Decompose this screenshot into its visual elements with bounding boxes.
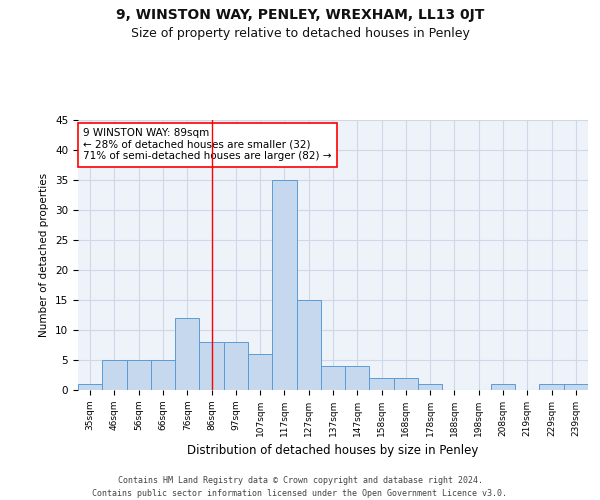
X-axis label: Distribution of detached houses by size in Penley: Distribution of detached houses by size …	[187, 444, 479, 458]
Bar	[175, 318, 199, 390]
Bar	[491, 384, 515, 390]
Text: 9, WINSTON WAY, PENLEY, WREXHAM, LL13 0JT: 9, WINSTON WAY, PENLEY, WREXHAM, LL13 0J…	[116, 8, 484, 22]
Bar	[370, 378, 394, 390]
Bar	[394, 378, 418, 390]
Bar	[151, 360, 175, 390]
Text: 9 WINSTON WAY: 89sqm
← 28% of detached houses are smaller (32)
71% of semi-detac: 9 WINSTON WAY: 89sqm ← 28% of detached h…	[83, 128, 332, 162]
Bar	[564, 384, 588, 390]
Y-axis label: Number of detached properties: Number of detached properties	[40, 173, 49, 337]
Text: Size of property relative to detached houses in Penley: Size of property relative to detached ho…	[131, 28, 469, 40]
Bar	[224, 342, 248, 390]
Bar	[321, 366, 345, 390]
Bar	[199, 342, 224, 390]
Bar	[345, 366, 370, 390]
Bar	[102, 360, 127, 390]
Bar	[296, 300, 321, 390]
Bar	[127, 360, 151, 390]
Text: Contains HM Land Registry data © Crown copyright and database right 2024.
Contai: Contains HM Land Registry data © Crown c…	[92, 476, 508, 498]
Bar	[272, 180, 296, 390]
Bar	[539, 384, 564, 390]
Bar	[418, 384, 442, 390]
Bar	[78, 384, 102, 390]
Bar	[248, 354, 272, 390]
